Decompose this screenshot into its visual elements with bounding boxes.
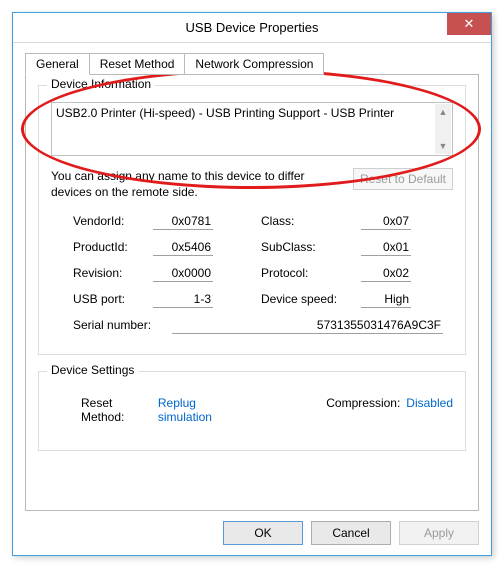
label-reset-method: Reset Method: — [81, 396, 152, 424]
legend-device-settings: Device Settings — [47, 363, 138, 377]
property-grid: VendorId: 0x0781 Class: 0x07 ProductId: … — [73, 214, 443, 334]
tab-reset-method[interactable]: Reset Method — [90, 53, 186, 75]
label-vendorid: VendorId: — [73, 214, 153, 230]
value-vendorid: 0x0781 — [153, 214, 213, 230]
value-revision: 0x0000 — [153, 266, 213, 282]
legend-device-information: Device Information — [47, 77, 155, 91]
label-speed: Device speed: — [261, 292, 361, 308]
label-class: Class: — [261, 214, 361, 230]
link-reset-method[interactable]: Replug simulation — [158, 396, 245, 424]
label-serial: Serial number: — [73, 318, 168, 334]
tabpanel-general: Device Information USB2.0 Printer (Hi-sp… — [25, 74, 479, 511]
group-device-settings: Device Settings Reset Method: Replug sim… — [38, 371, 466, 451]
ok-button[interactable]: OK — [223, 521, 303, 545]
value-serial: 5731355031476A9C3F — [172, 318, 443, 334]
close-icon: ✕ — [464, 16, 475, 32]
value-class: 0x07 — [361, 214, 411, 230]
value-productid: 0x5406 — [153, 240, 213, 256]
value-usbport: 1-3 — [153, 292, 213, 308]
tab-network-compression[interactable]: Network Compression — [185, 53, 324, 75]
reset-to-default-button[interactable]: Reset to Default — [353, 168, 453, 190]
value-subclass: 0x01 — [361, 240, 411, 256]
dialog-buttons: OK Cancel Apply — [25, 511, 479, 545]
device-name-value: USB2.0 Printer (Hi-speed) - USB Printing… — [56, 106, 394, 120]
client-area: General Reset Method Network Compression… — [13, 43, 491, 555]
window-title: USB Device Properties — [13, 20, 491, 35]
label-productid: ProductId: — [73, 240, 153, 256]
label-protocol: Protocol: — [261, 266, 361, 282]
label-usbport: USB port: — [73, 292, 153, 308]
titlebar: USB Device Properties ✕ — [13, 13, 491, 43]
device-name-input[interactable]: USB2.0 Printer (Hi-speed) - USB Printing… — [51, 102, 453, 156]
close-button[interactable]: ✕ — [447, 13, 491, 35]
group-device-information: Device Information USB2.0 Printer (Hi-sp… — [38, 85, 466, 355]
link-compression[interactable]: Disabled — [406, 396, 453, 424]
label-compression: Compression: — [326, 396, 400, 424]
label-subclass: SubClass: — [261, 240, 361, 256]
tab-general[interactable]: General — [25, 53, 90, 75]
label-revision: Revision: — [73, 266, 153, 282]
hint-text: You can assign any name to this device t… — [51, 168, 345, 200]
value-speed: High — [361, 292, 411, 308]
scroll-down-icon: ▼ — [439, 138, 448, 154]
tabstrip: General Reset Method Network Compression — [25, 53, 479, 75]
apply-button[interactable]: Apply — [399, 521, 479, 545]
scrollbar[interactable]: ▲ ▼ — [435, 104, 451, 154]
dialog-window: USB Device Properties ✕ General Reset Me… — [12, 12, 492, 556]
value-protocol: 0x02 — [361, 266, 411, 282]
scroll-up-icon: ▲ — [439, 104, 448, 120]
cancel-button[interactable]: Cancel — [311, 521, 391, 545]
